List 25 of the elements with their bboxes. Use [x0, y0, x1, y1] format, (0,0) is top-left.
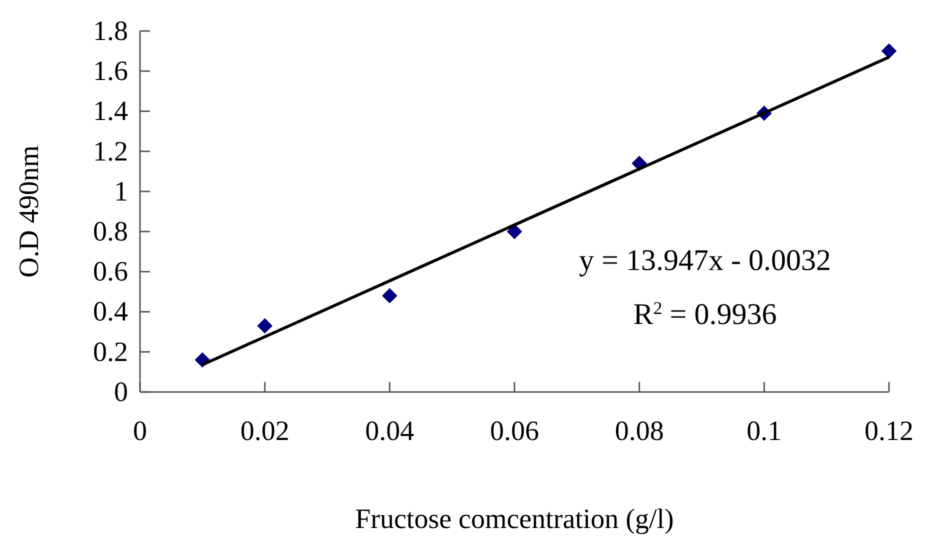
x-tick-label: 0.02 [240, 416, 290, 447]
point [382, 288, 398, 304]
x-tick-label: 0.04 [365, 416, 414, 447]
point [506, 224, 522, 240]
x-tick-label: 0.12 [864, 416, 914, 447]
point [257, 318, 273, 334]
y-tick-label: 0.2 [93, 336, 128, 368]
y-tick-label: 0 [114, 376, 128, 408]
y-tick-label: 0.4 [93, 296, 128, 328]
y-tick-label: 1.4 [93, 96, 128, 128]
annotation: R$^{2}$ = 0.9936 [633, 298, 777, 331]
y-tick-label: 0.6 [93, 256, 128, 288]
x-tick-label: 0 [133, 416, 147, 447]
y-tick-label: 1.2 [93, 136, 128, 168]
y-axis-title: O.D 490nm [14, 145, 45, 278]
y-tick-label: 0.8 [93, 216, 128, 248]
y-tick-label: 1.6 [93, 56, 128, 88]
x-tick-label: 0.1 [746, 416, 782, 447]
point [881, 43, 897, 59]
y-tick-label: 1 [114, 176, 128, 208]
x-axis-title: Fructose comcentration (g/l) [355, 504, 674, 535]
annotation: y = 13.947x - 0.0032 [579, 244, 831, 277]
y-tick-label: 1.8 [93, 16, 128, 47]
x-tick-label: 0.08 [614, 416, 664, 447]
x-tick-label: 0.06 [490, 416, 539, 447]
